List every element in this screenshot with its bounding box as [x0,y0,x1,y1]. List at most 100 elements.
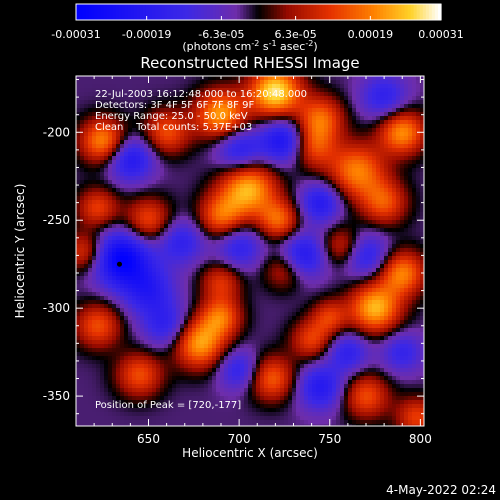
heatmap-cell [364,136,368,140]
heatmap-cell [76,100,80,104]
heatmap-cell [300,164,304,168]
heatmap-cell [348,256,352,260]
heatmap-cell [340,80,344,84]
heatmap-cell [228,264,232,268]
heatmap-cell [280,288,284,292]
heatmap-cell [152,236,156,240]
heatmap-cell [252,228,256,232]
heatmap-cell [200,92,204,96]
heatmap-cell [300,140,304,144]
heatmap-cell [356,104,360,108]
heatmap-cell [188,204,192,208]
heatmap-cell [152,176,156,180]
heatmap-cell [372,96,376,100]
heatmap-cell [184,168,188,172]
heatmap-cell [352,292,356,296]
heatmap-cell [320,192,324,196]
heatmap-cell [388,92,392,96]
heatmap-cell [232,148,236,152]
heatmap-cell [296,244,300,248]
heatmap-cell [380,292,384,296]
heatmap-cell [312,236,316,240]
heatmap-cell [136,264,140,268]
heatmap-cell [388,276,392,280]
heatmap-cell [188,132,192,136]
heatmap-cell [204,84,208,88]
heatmap-cell [368,248,372,252]
heatmap-cell [360,232,364,236]
heatmap-cell [340,284,344,288]
heatmap-cell [96,160,100,164]
heatmap-cell [332,244,336,248]
heatmap-cell [276,144,280,148]
heatmap-cell [336,148,340,152]
heatmap-cell [276,104,280,108]
heatmap-cell [132,136,136,140]
heatmap-cell [340,136,344,140]
heatmap-cell [288,124,292,128]
heatmap-cell [192,248,196,252]
heatmap-cell [260,260,264,264]
heatmap-cell [116,256,120,260]
heatmap-cell [140,184,144,188]
heatmap-cell [204,248,208,252]
heatmap-cell [248,208,252,212]
colorbar-segment [261,4,266,20]
heatmap-cell [76,88,80,92]
heatmap-cell [76,212,80,216]
heatmap-cell [188,140,192,144]
heatmap-cell [92,124,96,128]
heatmap-cell [216,192,220,196]
heatmap-cell [276,168,280,172]
heatmap-cell [340,208,344,212]
heatmap-cell [124,232,128,236]
heatmap-cell [364,216,368,220]
heatmap-cell [320,272,324,276]
heatmap-cell [272,96,276,100]
heatmap-cell [396,184,400,188]
heatmap-cell [376,256,380,260]
heatmap-cell [320,224,324,228]
heatmap-cell [404,108,408,112]
heatmap-cell [280,232,284,236]
heatmap-cell [380,92,384,96]
heatmap-cell [184,232,188,236]
heatmap-cell [256,184,260,188]
heatmap-cell [332,220,336,224]
heatmap-cell [160,212,164,216]
heatmap-cell [412,280,416,284]
heatmap-cell [200,240,204,244]
heatmap-cell [300,216,304,220]
heatmap-cell [404,128,408,132]
heatmap-cell [140,92,144,96]
heatmap-cell [80,100,84,104]
heatmap-cell [120,260,124,264]
heatmap-cell [76,192,80,196]
heatmap-cell [188,224,192,228]
heatmap-cell [140,168,144,172]
heatmap-cell [268,248,272,252]
heatmap-cell [344,276,348,280]
heatmap-cell [144,144,148,148]
heatmap-cell [280,176,284,180]
heatmap-cell [136,268,140,272]
heatmap-cell [316,236,320,240]
heatmap-cell [372,88,376,92]
heatmap-cell [96,152,100,156]
heatmap-cell [284,200,288,204]
heatmap-cell [148,172,152,176]
heatmap-cell [240,200,244,204]
heatmap-cell [160,272,164,276]
heatmap-cell [324,104,328,108]
heatmap-cell [344,100,348,104]
heatmap-cell [256,240,260,244]
heatmap-cell [160,136,164,140]
heatmap-cell [188,208,192,212]
heatmap-cell [156,100,160,104]
heatmap-cell [216,112,220,116]
heatmap-cell [112,116,116,120]
heatmap-cell [300,228,304,232]
heatmap-cell [288,240,292,244]
heatmap-cell [324,296,328,300]
heatmap-cell [356,108,360,112]
